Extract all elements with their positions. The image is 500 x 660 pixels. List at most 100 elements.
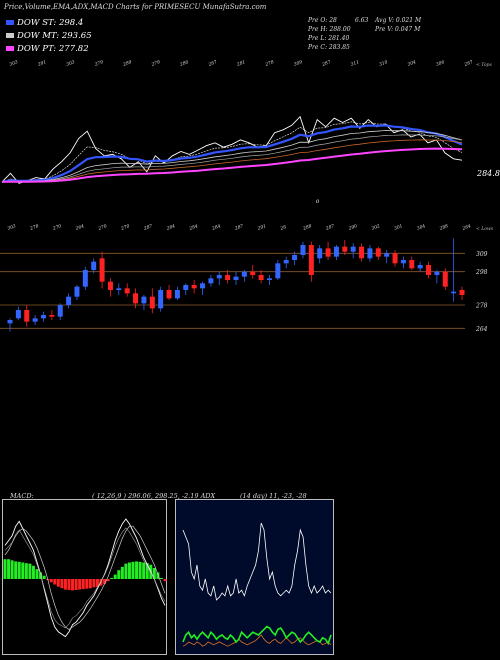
candle-body <box>99 258 105 282</box>
candle-body <box>317 248 323 259</box>
candles <box>7 238 465 332</box>
macd-bar <box>152 568 156 579</box>
macd-bar <box>113 574 117 579</box>
macd-bar <box>92 579 96 588</box>
info-pre-o: Pre O: 28 <box>308 17 337 24</box>
macd-bar <box>88 579 92 589</box>
macd-panel <box>2 499 167 655</box>
candle-body <box>124 288 130 294</box>
candle-body <box>308 245 314 275</box>
macd-bar <box>53 579 57 585</box>
low-label: 287 <box>233 223 244 232</box>
candle-body <box>141 296 147 304</box>
info-pre-l: Pre L: 281.40 <box>308 35 350 42</box>
macd-bar <box>81 579 85 590</box>
low-label: 284 <box>188 223 199 232</box>
macd-bar <box>120 566 124 579</box>
macd-bar <box>24 563 28 579</box>
candle-body <box>417 265 423 269</box>
macd-bar <box>163 579 167 582</box>
macd-bar <box>110 577 114 579</box>
top-label: 286 <box>178 59 189 68</box>
macd-bar <box>3 559 7 579</box>
candle-body <box>66 296 72 305</box>
low-label: 288 <box>438 223 449 232</box>
macd-bar <box>17 561 21 579</box>
macd-bar <box>7 559 11 579</box>
candle-body <box>300 245 306 255</box>
candle-body <box>233 276 239 280</box>
macd-bar <box>103 579 107 584</box>
macd-bar <box>14 561 18 579</box>
candle-body <box>409 260 415 269</box>
price-levels: 309 298 278 264 <box>0 251 488 333</box>
ema-overlay <box>1 115 463 184</box>
top-label: 311 <box>350 59 360 68</box>
candle-body <box>359 246 365 259</box>
candle-body <box>459 290 465 295</box>
macd-bar <box>78 579 82 590</box>
legend-swatch <box>6 20 14 25</box>
legend-dow-pt: DOW PT: 277.82 <box>6 44 89 54</box>
candle-body <box>166 290 172 299</box>
top-label: 306 <box>435 59 445 68</box>
macd-bar <box>117 570 121 579</box>
low-label: 303 <box>7 223 17 232</box>
candle-body <box>191 285 197 289</box>
candle-body <box>40 315 46 319</box>
candle-body <box>225 275 231 280</box>
candle-body <box>426 265 432 275</box>
macd-line <box>4 518 166 638</box>
macd-bar <box>159 577 163 579</box>
candle-body <box>367 248 373 259</box>
candle-body <box>266 278 272 280</box>
legend-dow-mt: DOW MT: 293.65 <box>6 31 92 41</box>
candle-body <box>216 275 222 279</box>
macd-bar <box>31 565 35 579</box>
candle-body <box>82 270 88 287</box>
macd-bar <box>131 561 135 579</box>
candle-body <box>250 271 256 275</box>
ema-fast-line <box>1 121 463 183</box>
low-label: 284 <box>165 223 176 232</box>
top-label: 304 <box>407 59 417 68</box>
tops-label: < Tops <box>476 63 492 68</box>
legend-dow-st: DOW ST: 298.4 <box>6 18 83 28</box>
candle-body <box>333 246 339 257</box>
candle-body <box>442 271 448 287</box>
top-label: 309 <box>293 59 303 68</box>
macd-bar <box>63 579 67 590</box>
macd-bar <box>145 563 149 579</box>
candle-body <box>325 248 331 257</box>
signal-line <box>4 525 166 630</box>
macd-values: ( 12,26,9 ) 296.06, 298.25, -2.19 ADX <box>92 492 216 500</box>
low-label: 278 <box>28 223 39 232</box>
low-label: 291 <box>256 223 267 232</box>
adx-green-line <box>182 625 332 646</box>
info-pre-h: Pre H: 288.00 <box>308 26 351 33</box>
close-line <box>1 115 463 184</box>
candle-body <box>7 320 13 324</box>
low-label: 270 <box>51 223 62 232</box>
candle-body <box>74 286 80 297</box>
low-label: 287 <box>142 223 153 232</box>
macd-bar <box>71 579 75 591</box>
candle-body <box>241 271 247 277</box>
legend-swatch <box>6 46 14 51</box>
macd-bar <box>49 579 53 583</box>
top-labels: 303 291 303 279 289 279 286 287 281 278 309 287 311 3… <box>9 59 474 68</box>
macd-bar <box>74 579 78 590</box>
candle-body <box>350 246 356 252</box>
adx-orange-line <box>182 634 332 647</box>
last-price-label: 284.85 <box>476 169 500 178</box>
candle-body <box>149 296 155 309</box>
top-label: 287 <box>321 59 332 68</box>
legend-label-pt: DOW PT: 277.82 <box>17 44 89 54</box>
macd-bar <box>95 579 99 587</box>
low-label: 290 <box>347 223 358 232</box>
macd-bar <box>21 562 25 579</box>
macd-bar <box>156 572 160 579</box>
low-label: 304 <box>416 223 426 232</box>
ema-short-line <box>1 124 463 183</box>
low-label: 270 <box>97 223 108 232</box>
